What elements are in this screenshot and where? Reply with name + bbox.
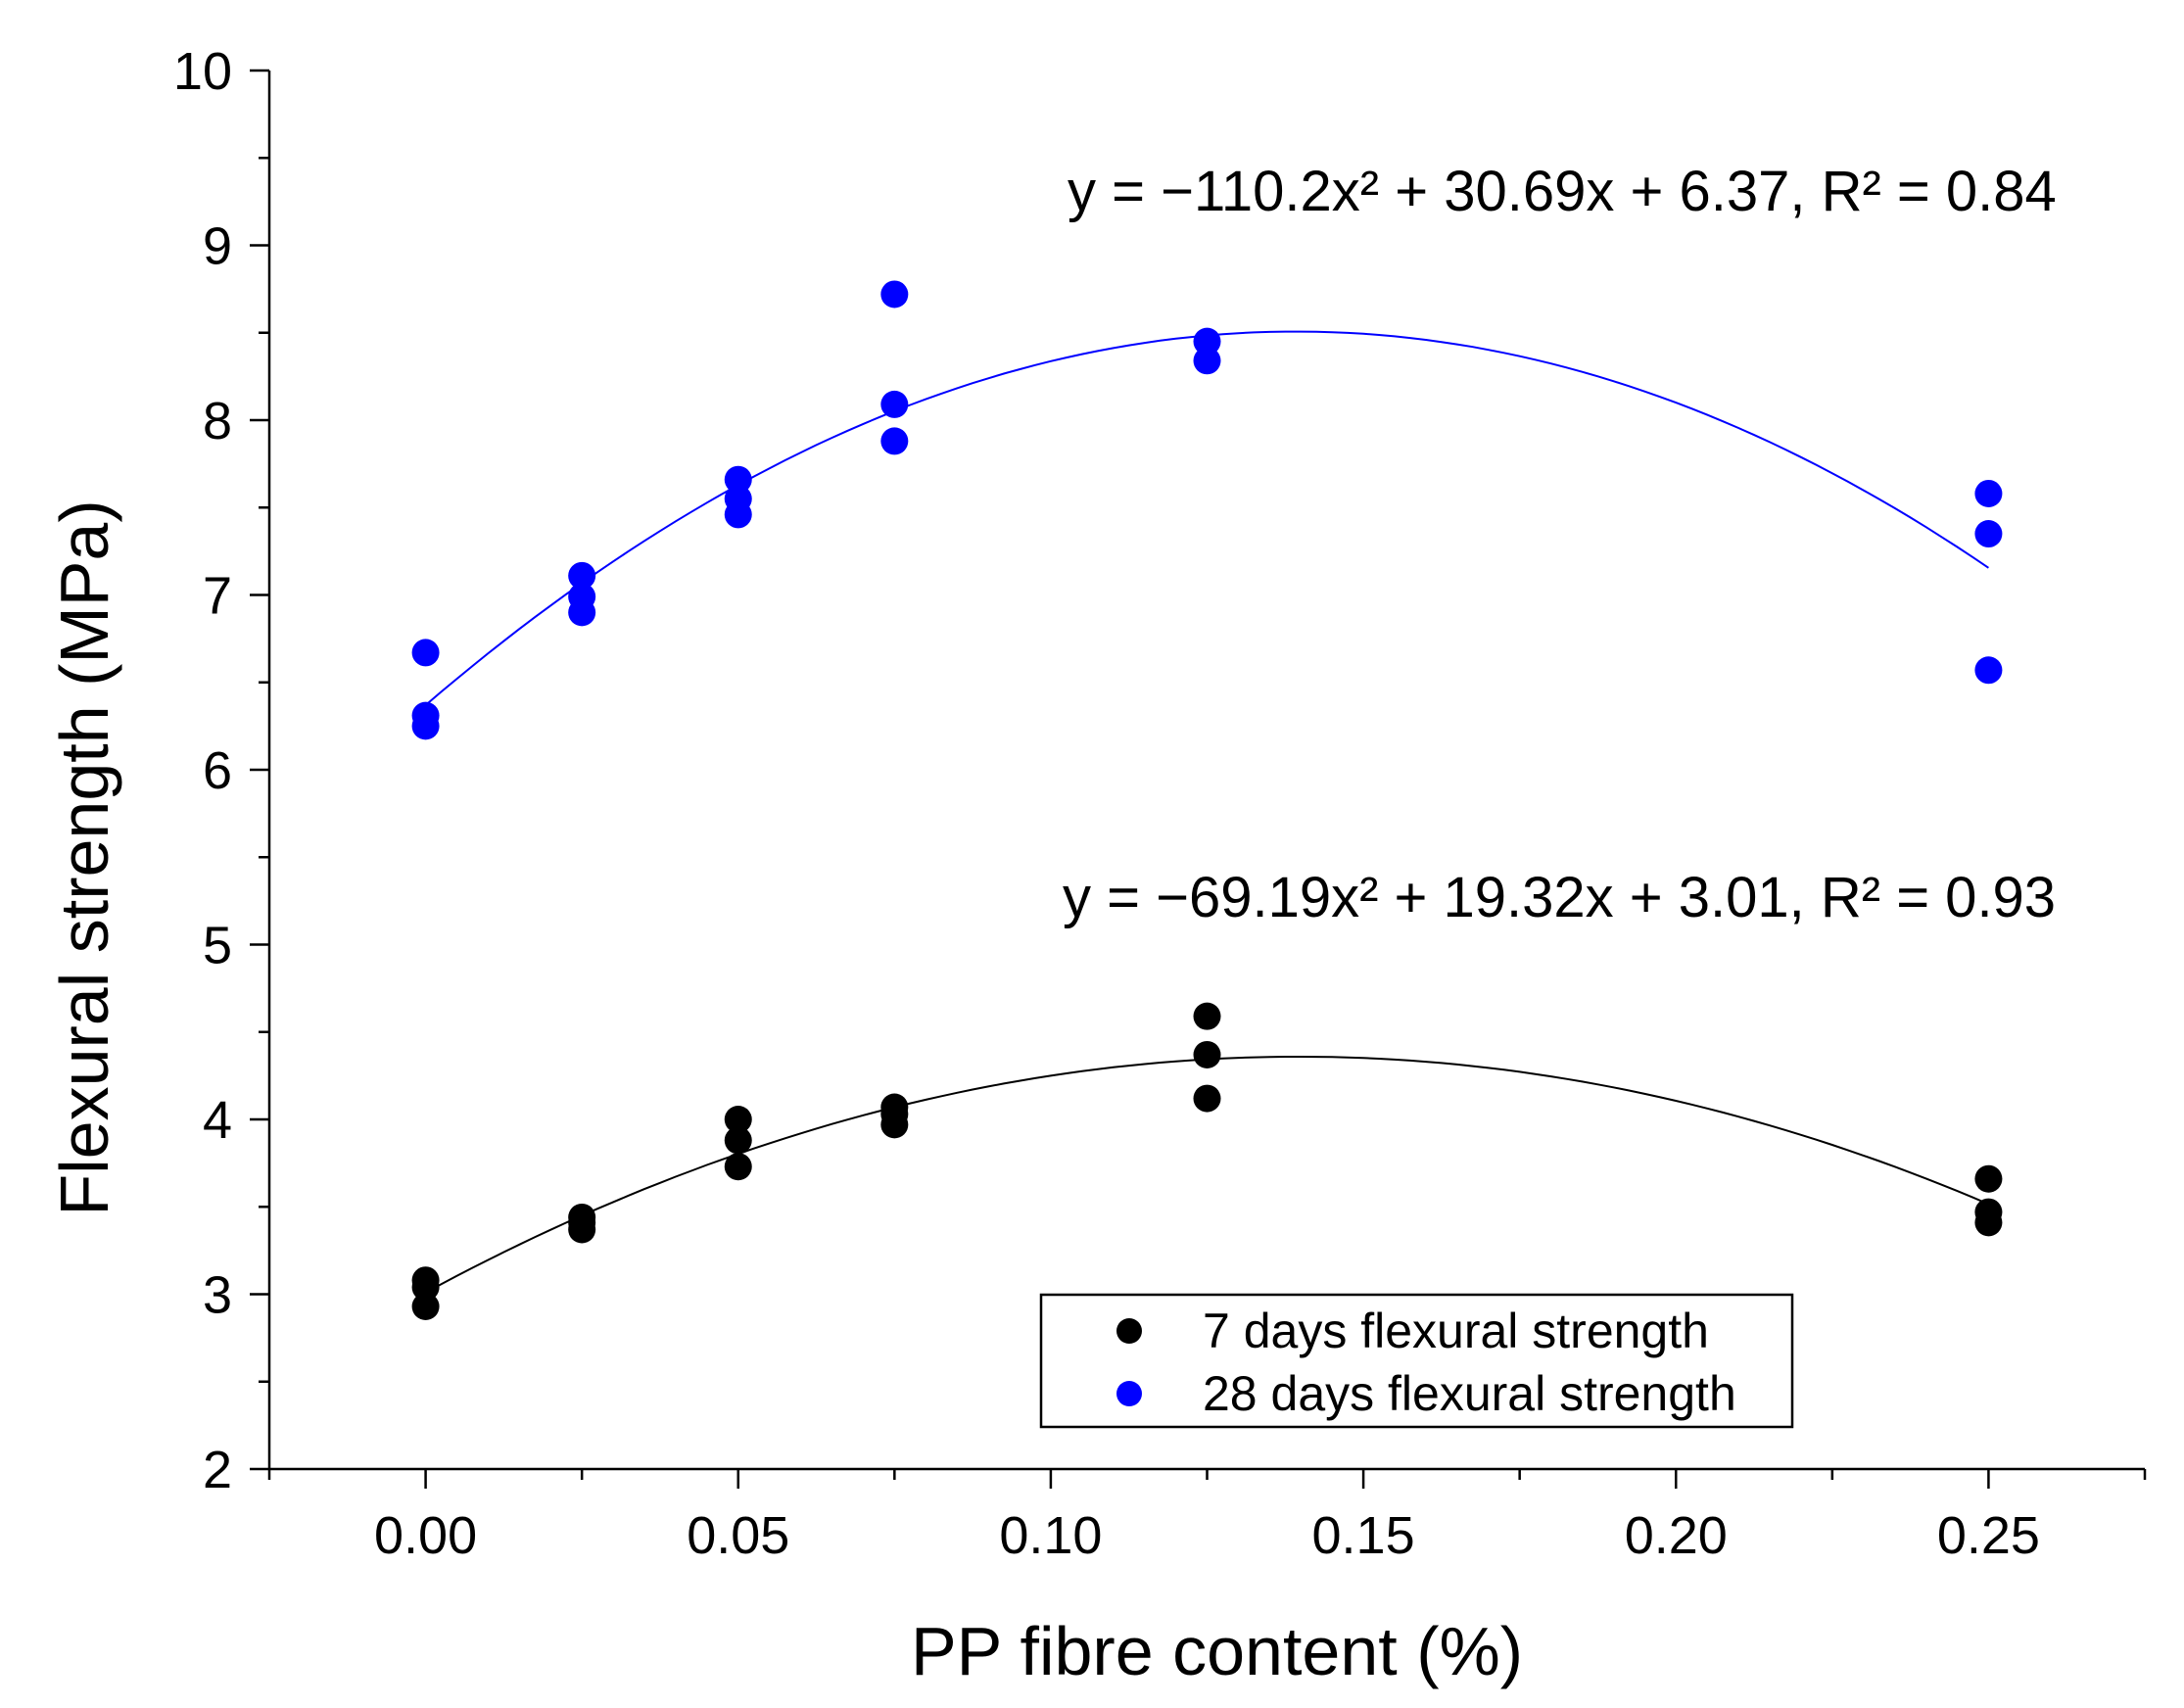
y-tick-label: 7 (203, 567, 232, 626)
data-point-series-2 (724, 500, 752, 529)
x-tick-label: 0.20 (1625, 1506, 1728, 1565)
y-tick-label: 5 (203, 917, 232, 975)
fit-equation-series-2: y = −110.2x² + 30.69x + 6.37, R² = 0.84 (1068, 160, 2057, 223)
axes: 2 3 4 5 6 7 8 9 10 0.00 0.05 0.10 0.15 0.20 0.25 PP fib… (46, 42, 2147, 1689)
data-point-series-2 (880, 427, 909, 455)
y-tick-label: 9 (203, 217, 232, 276)
data-point-series-2 (568, 561, 596, 590)
y-tick-label: 8 (203, 392, 232, 451)
x-axis-title: PP fibre content (%) (911, 1613, 1523, 1689)
data-point-series-1 (1193, 1002, 1221, 1030)
fit-curves (424, 330, 1989, 1294)
data-point-series-2 (724, 465, 752, 494)
legend-label-series-2: 28 days flexural strength (1203, 1366, 1736, 1421)
legend-box (1039, 1293, 1794, 1429)
data-point-series-2 (1974, 520, 2003, 548)
data-points (411, 280, 2003, 1320)
annotations: y = −69.19x² + 19.32x + 3.01, R² = 0.93 y… (1063, 160, 2057, 929)
data-point-series-1 (411, 1292, 440, 1320)
data-point-series-2 (1974, 479, 2003, 507)
data-point-series-1 (1193, 1084, 1221, 1113)
y-axis-title: Flexural strength (MPa) (46, 499, 122, 1215)
fit-equation-series-1: y = −69.19x² + 19.32x + 3.01, R² = 0.93 (1063, 866, 2056, 929)
data-point-series-1 (880, 1111, 909, 1139)
data-point-series-2 (411, 712, 440, 740)
legend-marker-series-1 (1116, 1318, 1142, 1344)
y-tick-label: 2 (203, 1441, 232, 1499)
data-point-series-1 (1193, 1040, 1221, 1068)
data-point-series-1 (1974, 1164, 2003, 1193)
data-point-series-1 (724, 1126, 752, 1155)
legend-marker-series-2 (1116, 1381, 1142, 1406)
data-point-series-2 (568, 598, 596, 627)
legend-label-series-1: 7 days flexural strength (1203, 1304, 1709, 1358)
x-tick-label: 0.10 (999, 1506, 1102, 1565)
data-point-series-1 (411, 1273, 440, 1302)
data-point-series-2 (411, 639, 440, 667)
y-tick-label: 4 (203, 1091, 232, 1150)
x-tick-label: 0.25 (1937, 1506, 2040, 1565)
y-tick-label: 10 (173, 42, 232, 101)
data-point-series-1 (568, 1215, 596, 1244)
x-tick-label: 0.05 (687, 1506, 789, 1565)
data-point-series-2 (880, 280, 909, 308)
fit-curve-series-2 (424, 330, 1989, 706)
x-tick-label: 0.15 (1312, 1506, 1415, 1565)
x-tick-label: 0.00 (374, 1506, 477, 1565)
data-point-series-2 (1193, 347, 1221, 375)
data-point-series-1 (724, 1153, 752, 1181)
y-tick-label: 6 (203, 741, 232, 800)
y-tick-label: 3 (203, 1266, 232, 1325)
data-point-series-2 (880, 390, 909, 418)
data-point-series-2 (1974, 656, 2003, 685)
data-point-series-1 (724, 1106, 752, 1133)
legend: 7 days flexural strength 28 days flexural… (1039, 1293, 1794, 1429)
data-point-series-1 (1974, 1209, 2003, 1237)
data-point-series-2 (1193, 327, 1221, 356)
